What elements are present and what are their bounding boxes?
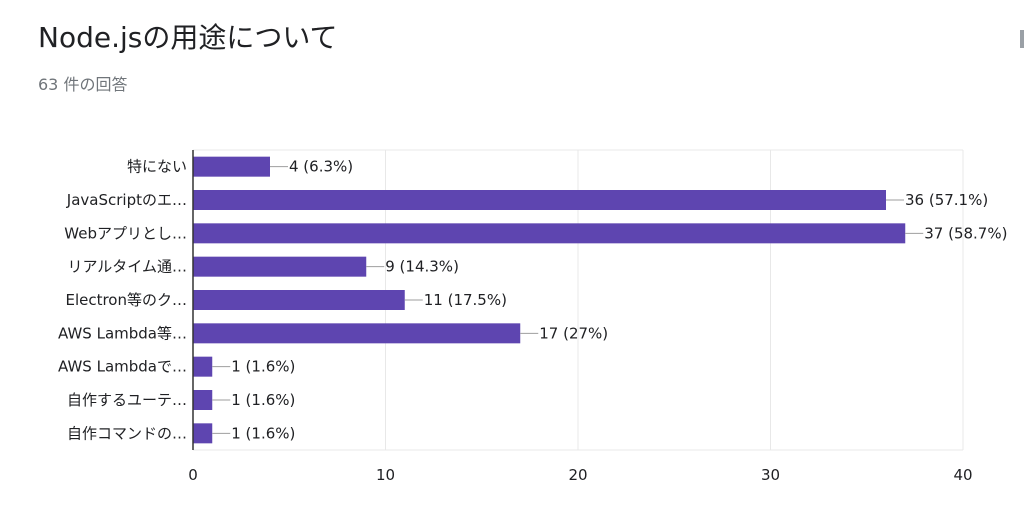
category-label: リアルタイム通…: [67, 258, 187, 276]
data-label: 1 (1.6%): [231, 391, 295, 409]
category-label: JavaScriptのエ…: [66, 191, 187, 209]
bar: [193, 290, 405, 310]
labels: 0 10 20 30 40 特にない 4 (6.3%) JavaScriptのエ… 36 (57…: [58, 158, 1007, 484]
data-label: 11 (17.5%): [424, 291, 507, 309]
category-label: Webアプリとし…: [64, 224, 187, 242]
category-label: 自作するユーテ…: [67, 391, 187, 409]
category-label: 自作コマンドの…: [67, 424, 187, 442]
data-label: 9 (14.3%): [385, 258, 459, 276]
x-tick-label: 20: [568, 466, 587, 484]
bar: [193, 390, 213, 410]
x-tick-label: 0: [188, 466, 198, 484]
bars: [193, 156, 924, 444]
data-label: 1 (1.6%): [231, 424, 295, 442]
category-label: AWS Lambdaで…: [58, 358, 187, 376]
data-label: 17 (27%): [539, 324, 608, 342]
x-tick-label: 40: [953, 466, 972, 484]
x-tick-label: 30: [761, 466, 780, 484]
bar: [193, 156, 270, 177]
response-count: 63 件の回答: [38, 75, 128, 94]
bar: [193, 356, 213, 377]
bar: [193, 190, 886, 210]
bar: [193, 423, 213, 444]
data-label: 37 (58.7%): [924, 224, 1007, 242]
scroll-edge-marker: [1020, 30, 1024, 48]
data-label: 4 (6.3%): [289, 158, 353, 176]
data-label: 1 (1.6%): [231, 358, 295, 376]
bar: [193, 323, 521, 344]
category-label: 特にない: [127, 158, 187, 176]
category-label: AWS Lambda等…: [58, 324, 187, 342]
page-title: Node.jsの用途について: [38, 21, 338, 54]
category-label: Electron等のク…: [65, 291, 187, 309]
data-label: 36 (57.1%): [905, 191, 988, 209]
x-tick-label: 10: [376, 466, 395, 484]
bar: [193, 223, 906, 244]
bar: [193, 256, 367, 277]
